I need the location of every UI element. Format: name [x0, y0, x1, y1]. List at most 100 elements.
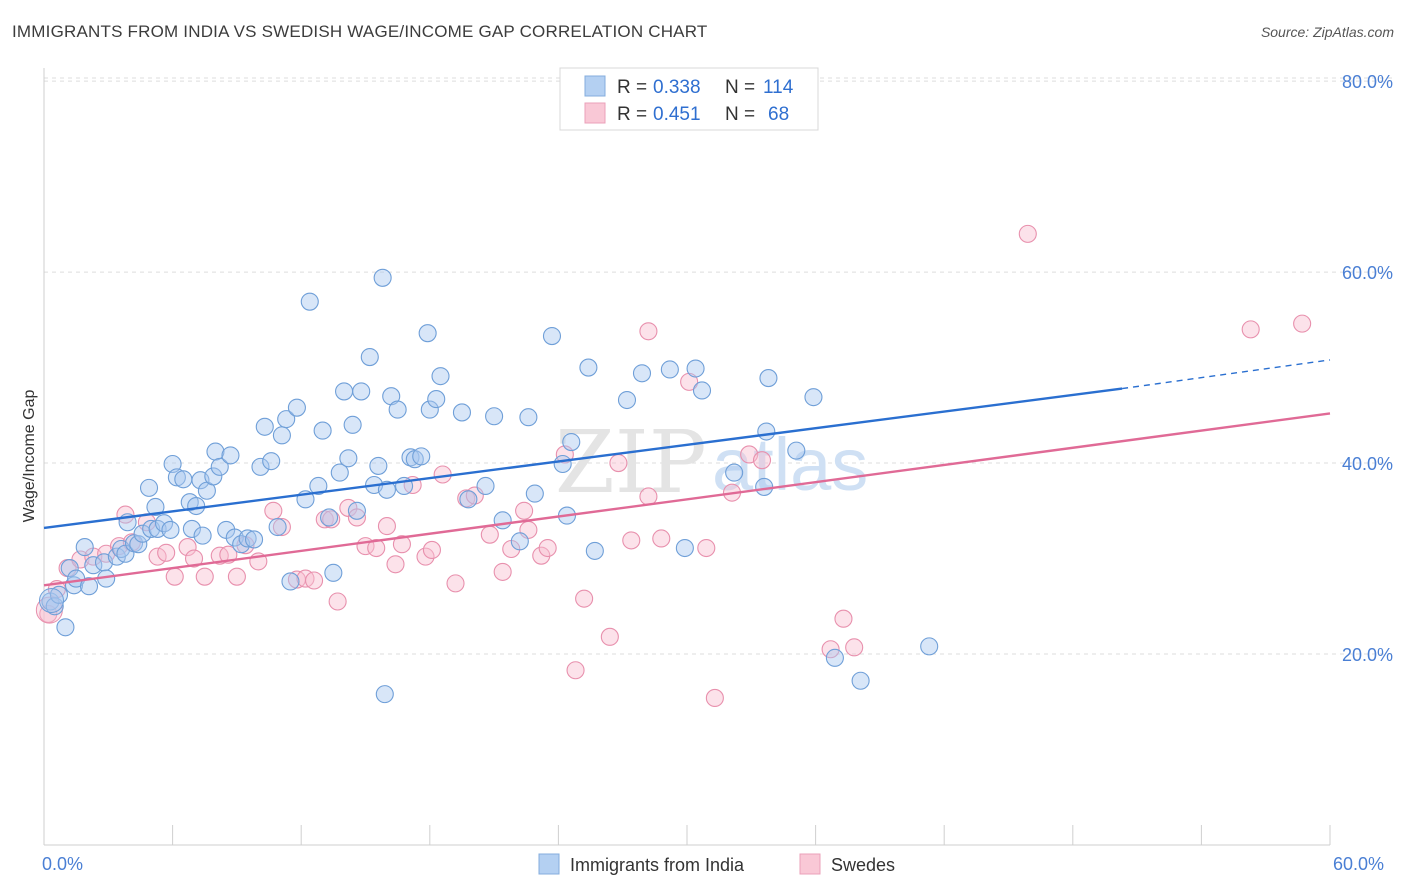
data-point-india	[675, 538, 694, 558]
data-point-india	[330, 463, 349, 482]
data-point-india	[221, 446, 240, 465]
data-point-india	[725, 463, 744, 482]
data-point-swedes	[609, 453, 628, 473]
data-point-swedes	[532, 546, 551, 565]
data-point-india	[60, 559, 79, 578]
data-point-india	[129, 535, 148, 554]
data-point-swedes	[622, 531, 641, 550]
data-point-india	[154, 514, 174, 533]
data-point-india	[320, 508, 339, 527]
data-point-india	[412, 447, 431, 466]
source-label: Source: ZipAtlas.com	[1260, 24, 1394, 40]
data-point-swedes	[575, 589, 594, 608]
data-point-india	[804, 388, 823, 407]
data-point-india	[272, 426, 291, 445]
trend-line-swedes	[43, 412, 1331, 587]
data-point-india	[579, 358, 598, 377]
y-axis-label: Wage/Income Gap	[21, 390, 38, 523]
bottom-legend: Immigrants from India Swedes	[538, 853, 895, 875]
data-point-swedes	[367, 538, 386, 558]
data-point-india	[757, 422, 776, 441]
india-points	[39, 268, 939, 704]
data-point-india	[459, 490, 478, 509]
axes	[43, 68, 1331, 846]
data-point-india	[146, 497, 165, 517]
x-tick-min: 0.0%	[42, 854, 83, 874]
data-point-india	[75, 538, 94, 557]
data-point-india	[182, 519, 201, 538]
trend-lines	[43, 359, 1331, 587]
data-point-india	[163, 454, 182, 474]
data-point-india	[206, 442, 225, 461]
data-point-india	[660, 360, 679, 379]
data-point-india	[167, 468, 186, 487]
data-point-swedes	[227, 567, 246, 586]
legend-n-value-swedes: 68	[768, 104, 789, 125]
legend-r-value-india: 0.338	[653, 77, 701, 98]
data-point-india	[686, 359, 705, 378]
data-point-india	[187, 496, 206, 516]
data-point-india	[553, 454, 572, 474]
data-point-swedes	[347, 508, 366, 527]
legend-r-value-swedes: 0.451	[653, 104, 701, 125]
data-point-swedes	[639, 322, 658, 341]
data-point-india	[335, 382, 354, 401]
data-point-swedes	[480, 525, 499, 544]
data-point-swedes	[821, 640, 840, 659]
data-point-india	[79, 577, 99, 596]
data-point-india	[920, 637, 939, 656]
data-point-india	[562, 432, 581, 452]
data-point-india	[287, 398, 306, 417]
data-point-india	[431, 367, 450, 386]
data-point-india	[542, 326, 562, 346]
data-point-india	[56, 618, 75, 637]
trend-line-india-extension	[1122, 359, 1331, 390]
data-point-india	[692, 381, 712, 400]
data-point-swedes	[705, 688, 724, 707]
x-tick-max: 60.0%	[1333, 854, 1384, 874]
data-point-india	[427, 390, 446, 409]
data-point-india	[238, 529, 257, 548]
data-point-swedes	[639, 487, 658, 506]
trend-line-india	[43, 387, 1123, 530]
data-point-india	[373, 268, 392, 287]
data-point-swedes	[157, 543, 176, 562]
data-point-india	[251, 457, 270, 476]
data-point-india	[313, 421, 332, 440]
data-point-india	[759, 369, 778, 388]
data-point-swedes	[566, 661, 585, 680]
y-tick-label: 40.0%	[1342, 454, 1393, 474]
data-point-swedes	[652, 529, 671, 548]
data-point-swedes	[148, 547, 167, 566]
data-point-swedes	[178, 538, 197, 557]
data-point-india	[375, 685, 394, 704]
data-point-swedes	[305, 571, 324, 590]
data-point-swedes	[422, 540, 441, 559]
y-tick-label: 20.0%	[1342, 645, 1393, 665]
data-point-india	[339, 449, 358, 468]
data-point-india	[787, 441, 806, 460]
data-point-india	[347, 501, 366, 520]
legend-swatch-india	[584, 75, 606, 97]
data-point-swedes	[845, 638, 864, 657]
data-point-india	[377, 480, 396, 499]
data-point-india	[617, 390, 637, 410]
data-point-india	[281, 572, 300, 591]
data-point-india	[255, 417, 274, 436]
legend-n-value-india: 114	[763, 77, 794, 98]
data-point-swedes	[264, 501, 283, 520]
data-point-india	[352, 382, 371, 401]
data-point-india	[452, 403, 472, 422]
data-point-india	[161, 520, 180, 539]
legend-r-label-swedes: R =	[617, 104, 647, 125]
data-point-india	[585, 541, 604, 560]
data-point-india	[193, 526, 212, 545]
data-point-india	[632, 364, 652, 383]
data-point-india	[84, 556, 103, 575]
data-point-india	[418, 324, 437, 343]
data-point-india	[388, 400, 407, 419]
data-point-india	[369, 456, 388, 475]
data-point-india	[174, 470, 193, 489]
data-point-swedes	[515, 501, 534, 520]
